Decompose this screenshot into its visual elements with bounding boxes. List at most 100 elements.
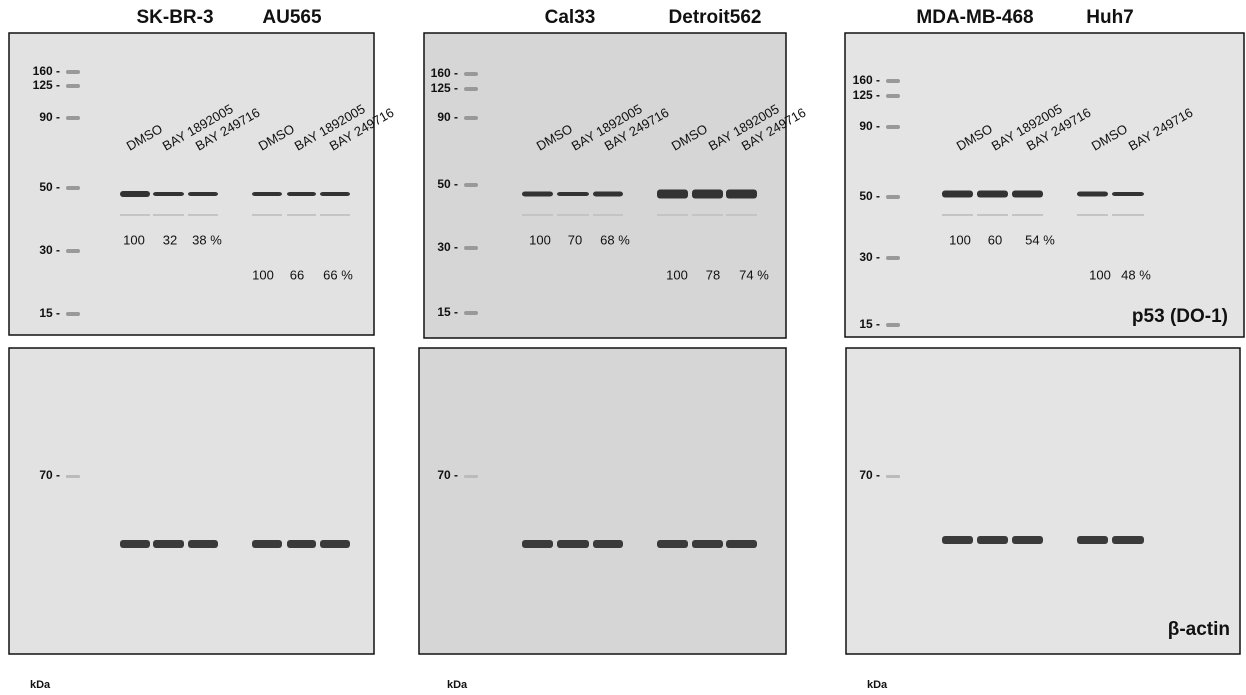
marker-label: 160 - (33, 64, 60, 78)
actin-band (287, 540, 316, 548)
quantification: 100 (1089, 267, 1111, 282)
ladder-band (886, 256, 900, 260)
marker-label: 50 - (437, 177, 458, 191)
ladder-band (66, 70, 80, 74)
marker-label: 160 - (853, 73, 880, 87)
marker-label: 70 - (437, 468, 458, 482)
ladder-band (66, 186, 80, 190)
quantification: 100 (666, 267, 688, 282)
quantification: 100 (252, 267, 274, 282)
ladder-band (66, 312, 80, 316)
band (1012, 191, 1043, 198)
marker-label: 15 - (39, 306, 60, 320)
blot-top (424, 33, 786, 338)
quantification: 48 % (1121, 267, 1151, 282)
faint-band (942, 214, 973, 216)
ladder-band (66, 249, 80, 253)
faint-band (252, 214, 282, 216)
blot-bottom (9, 348, 374, 654)
ladder-band (464, 87, 478, 91)
actin-band (692, 540, 723, 548)
actin-band (657, 540, 688, 548)
band (593, 192, 623, 197)
band (557, 192, 589, 196)
quantification: 100 (949, 232, 971, 247)
quantification: 68 % (600, 232, 630, 247)
actin-band (1012, 536, 1043, 544)
ladder-band (886, 475, 900, 478)
blot-top (845, 33, 1244, 337)
marker-label: 30 - (859, 250, 880, 264)
band (188, 192, 218, 196)
blot-bottom (419, 348, 786, 654)
band (120, 191, 150, 197)
marker-label: 70 - (859, 468, 880, 482)
marker-label: 70 - (39, 468, 60, 482)
marker-label: 125 - (33, 78, 60, 92)
actin-band (188, 540, 218, 548)
marker-label: 125 - (431, 81, 458, 95)
actin-band (977, 536, 1008, 544)
band (252, 192, 282, 196)
cell-line: Detroit562 (669, 7, 762, 28)
marker-label: 50 - (859, 189, 880, 203)
cell-line: Cal33 (545, 7, 596, 28)
ladder-band (464, 183, 478, 187)
band (942, 191, 973, 198)
faint-band (120, 214, 150, 216)
faint-band (593, 214, 623, 216)
faint-band (1112, 214, 1144, 216)
actin-band (1077, 536, 1108, 544)
actin-band (120, 540, 150, 548)
marker-label: 30 - (39, 243, 60, 257)
band (1112, 192, 1144, 196)
quantification: 78 (706, 267, 720, 282)
cell-line: SK-BR-3 (136, 7, 213, 28)
faint-band (726, 214, 757, 216)
cell-line: Huh7 (1086, 7, 1134, 28)
blot-top (9, 33, 374, 335)
band (153, 192, 184, 196)
antibody-label: p53 (DO-1) (1132, 306, 1228, 327)
marker-label: 30 - (437, 240, 458, 254)
faint-band (188, 214, 218, 216)
faint-band (977, 214, 1008, 216)
band (1077, 192, 1108, 197)
faint-band (692, 214, 723, 216)
actin-band (1112, 536, 1144, 544)
unit-label: kDa (867, 679, 888, 691)
marker-label: 90 - (859, 119, 880, 133)
actin-band (252, 540, 282, 548)
ladder-band (66, 475, 80, 478)
ladder-band (464, 246, 478, 250)
ladder-band (886, 94, 900, 98)
band (657, 190, 688, 199)
quantification: 100 (123, 232, 145, 247)
band (522, 192, 553, 197)
quantification: 60 (988, 232, 1002, 247)
faint-band (522, 214, 553, 216)
marker-label: 15 - (437, 305, 458, 319)
band (287, 192, 316, 196)
faint-band (1012, 214, 1043, 216)
actin-band (942, 536, 973, 544)
ladder-band (886, 125, 900, 129)
marker-label: 90 - (437, 110, 458, 124)
ladder-band (886, 195, 900, 199)
actin-band (593, 540, 623, 548)
cell-line: MDA-MB-468 (916, 7, 1033, 28)
actin-band (320, 540, 350, 548)
ladder-band (886, 323, 900, 327)
actin-band (522, 540, 553, 548)
faint-band (153, 214, 184, 216)
quantification: 66 % (323, 267, 353, 282)
quantification: 100 (529, 232, 551, 247)
actin-band (557, 540, 589, 548)
ladder-band (66, 84, 80, 88)
quantification: 70 (568, 232, 582, 247)
band (320, 192, 350, 196)
unit-label: kDa (447, 679, 468, 691)
quantification: 54 % (1025, 232, 1055, 247)
ladder-band (886, 79, 900, 83)
actin-band (726, 540, 757, 548)
